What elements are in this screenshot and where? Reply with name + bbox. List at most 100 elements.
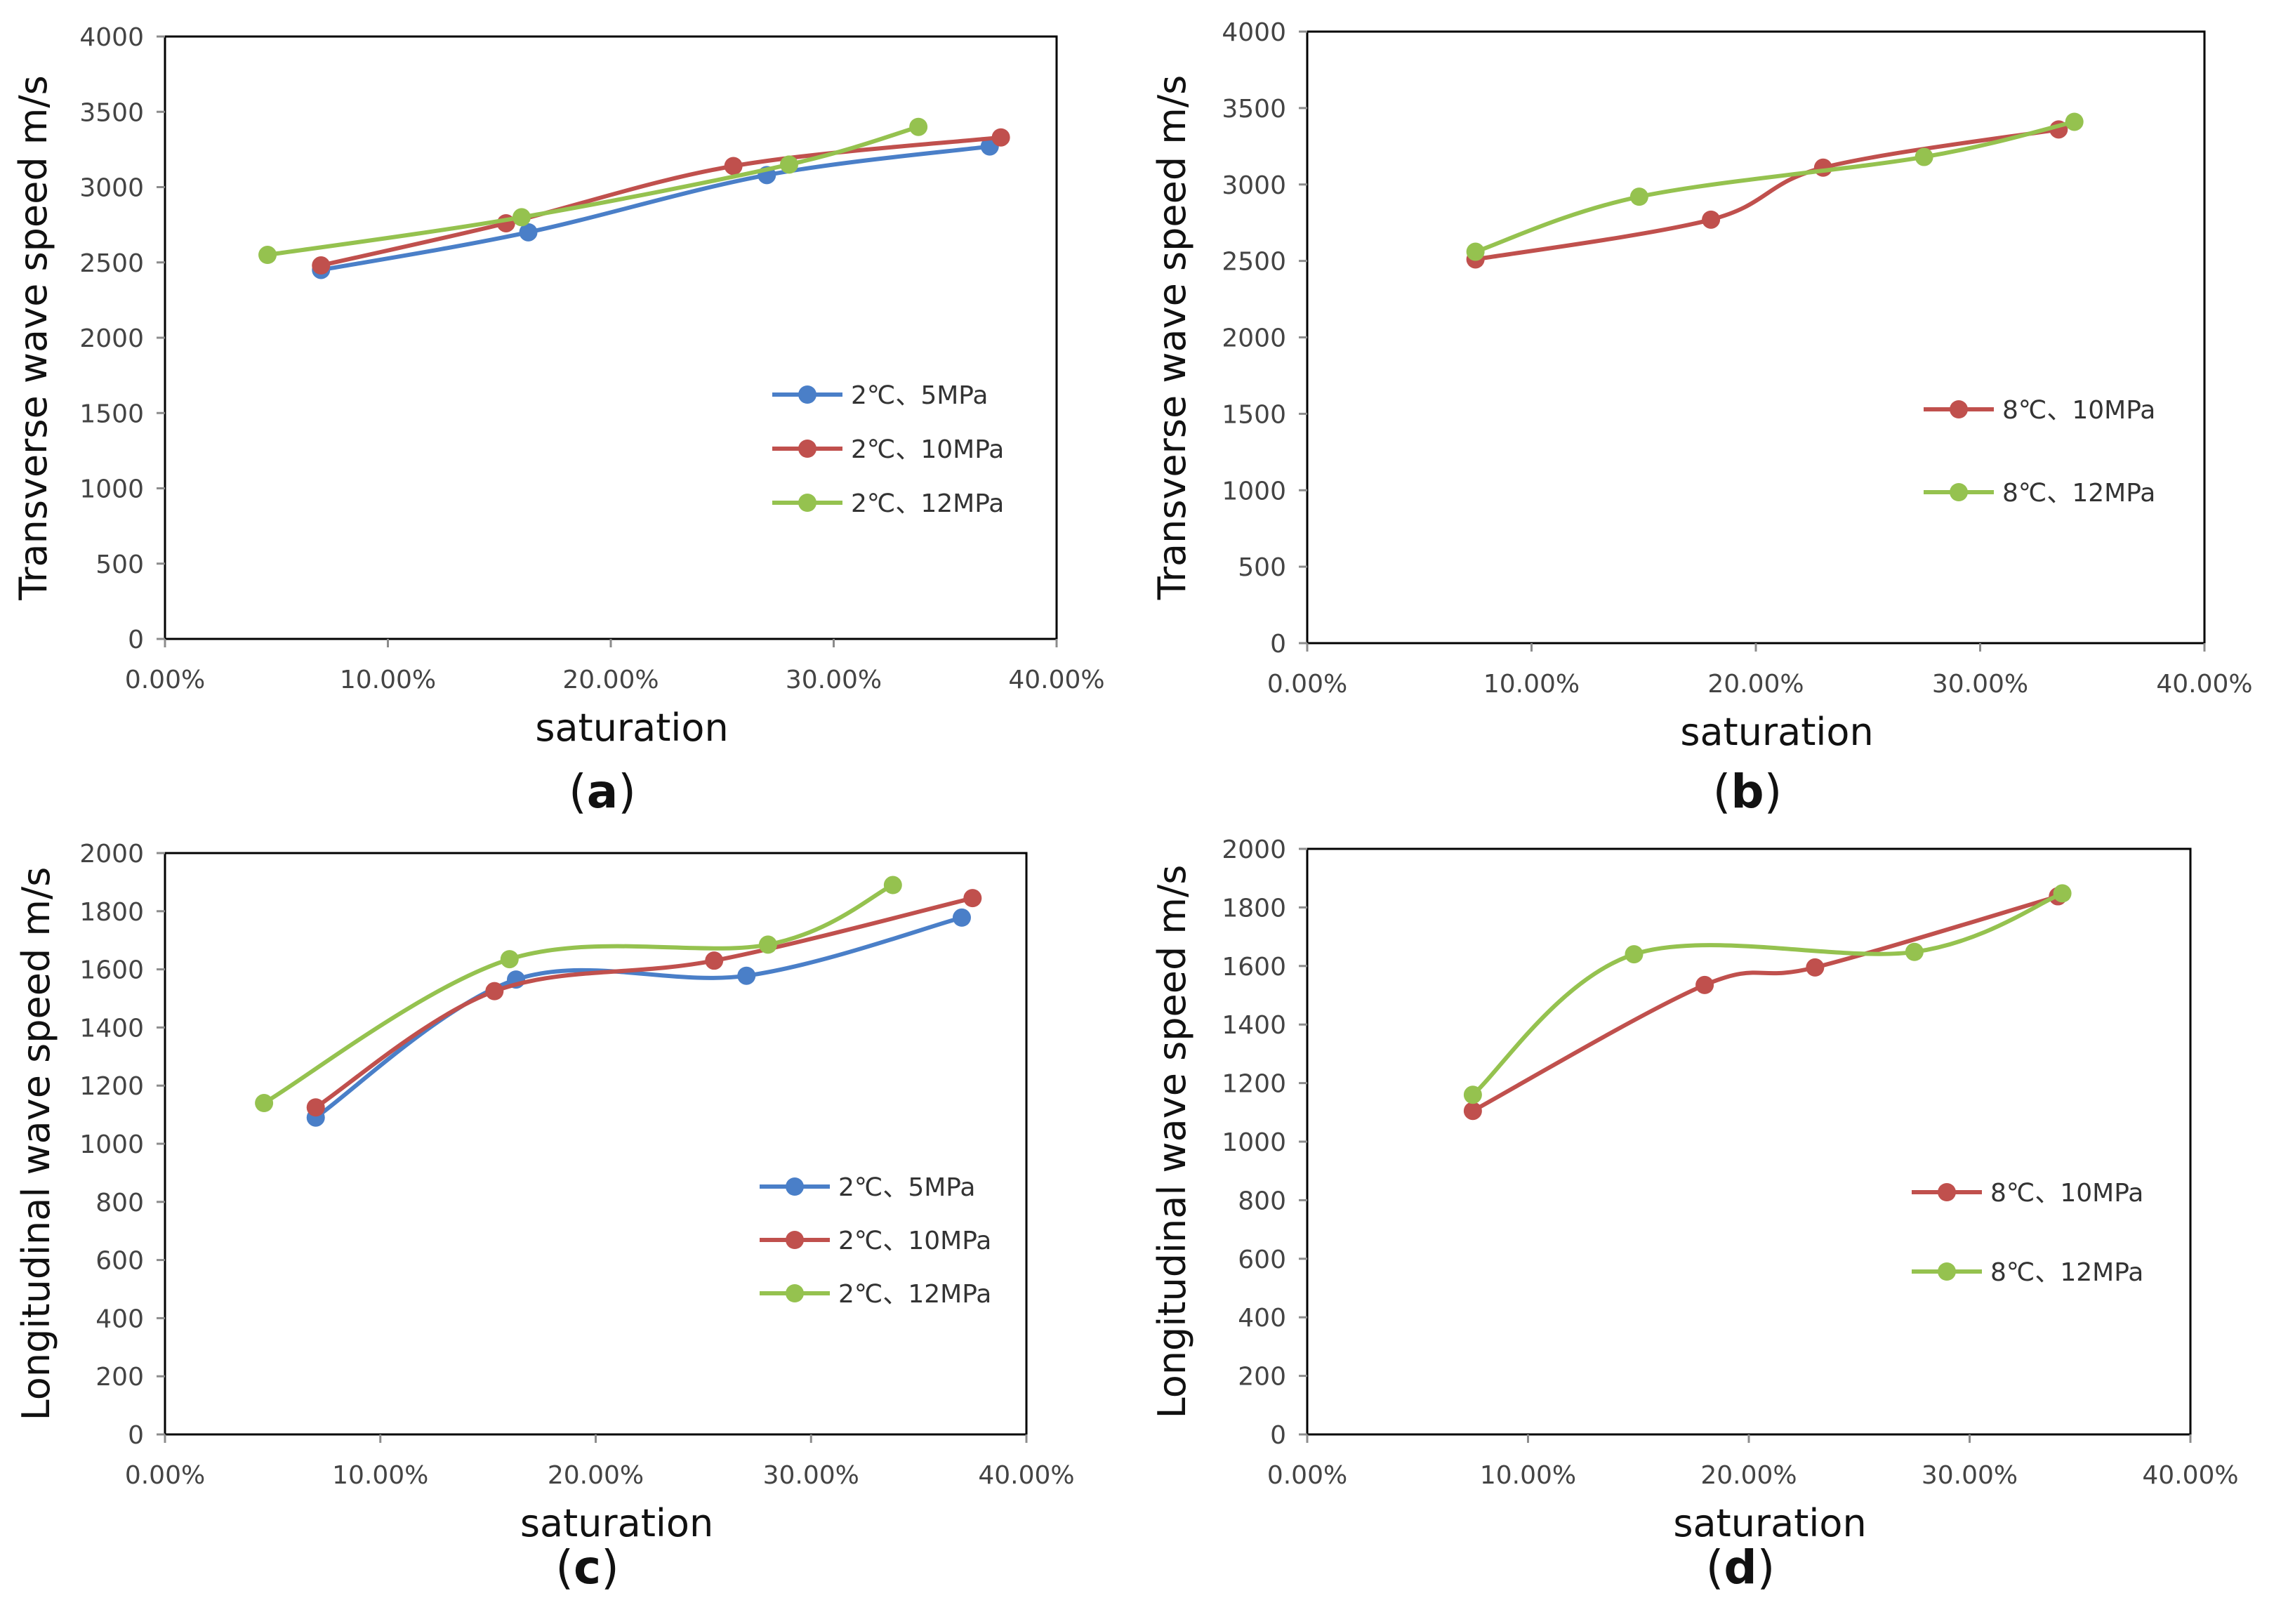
series-line (319, 135, 1003, 268)
data-point (513, 208, 531, 227)
panel-caption: (b) (1713, 765, 1783, 819)
data-point (2065, 112, 2084, 131)
y-tick-label: 2000 (79, 840, 144, 869)
y-axis-title: Transverse wave speed m/s (11, 75, 55, 600)
y-tick-label: 2000 (79, 324, 144, 353)
data-point (485, 982, 504, 1001)
data-point (758, 935, 777, 954)
legend-marker (786, 1284, 804, 1302)
legend-label: 8℃、10MPa (1990, 1179, 2143, 1208)
y-tick-label: 500 (1238, 553, 1286, 582)
y-tick-label: 3000 (79, 174, 144, 203)
legend-label: 2℃、5MPa (838, 1173, 975, 1202)
data-point (2053, 884, 2072, 903)
x-tick-label: 30.00% (763, 1461, 859, 1490)
panel-caption: (a) (569, 765, 636, 819)
legend-marker (798, 385, 816, 404)
y-tick-label: 1600 (79, 956, 144, 985)
x-tick-label: 20.00% (562, 666, 659, 694)
legend-label: 8℃、12MPa (2002, 479, 2155, 508)
y-tick-label: 1200 (1222, 1070, 1286, 1099)
data-point (255, 1094, 274, 1113)
legend-marker (786, 1177, 804, 1196)
data-point (1625, 945, 1644, 964)
legend-marker (798, 440, 816, 458)
legend-marker (1938, 1262, 1956, 1281)
y-tick-label: 1000 (1222, 477, 1286, 506)
y-tick-label: 1800 (79, 898, 144, 927)
legend-marker (1950, 483, 1968, 501)
y-tick-label: 0 (1270, 1421, 1286, 1450)
y-tick-label: 800 (95, 1189, 144, 1217)
legend-label: 8℃、12MPa (1990, 1258, 2143, 1287)
data-point (1466, 242, 1485, 261)
panel-caption: (c) (555, 1540, 619, 1595)
series-line (1470, 891, 2065, 1097)
panel-caption: (d) (1706, 1540, 1775, 1595)
y-tick-label: 1500 (79, 400, 144, 428)
y-tick-label: 600 (95, 1247, 144, 1276)
series-line (265, 124, 921, 257)
data-point (952, 908, 971, 927)
y-tick-label: 3000 (1222, 171, 1286, 200)
y-tick-label: 600 (1238, 1246, 1286, 1274)
x-tick-label: 0.00% (1267, 670, 1347, 699)
y-tick-label: 2000 (1222, 324, 1286, 353)
x-tick-label: 40.00% (2156, 670, 2252, 699)
y-tick-label: 2500 (1222, 248, 1286, 277)
data-point (737, 966, 756, 985)
y-tick-label: 0 (128, 1421, 144, 1450)
x-tick-label: 20.00% (1700, 1461, 1797, 1490)
y-tick-label: 200 (95, 1363, 144, 1392)
y-tick-label: 3500 (79, 98, 144, 127)
data-point (963, 889, 982, 908)
x-tick-label: 0.00% (1267, 1461, 1347, 1490)
x-tick-label: 30.00% (786, 666, 882, 694)
legend-marker (1938, 1183, 1956, 1201)
y-tick-label: 1000 (79, 475, 144, 504)
chart-panel-c: 0.00% 10.00% 20.00% 30.00% 40.00% 0 200 400 600 8… (14, 840, 1075, 1595)
x-tick-label: 0.00% (125, 1461, 205, 1490)
series-line (319, 144, 992, 272)
chart-panel-b: 0.00% 10.00% 20.00% 30.00% 40.00% 0 500 1000 150… (1150, 18, 2253, 819)
y-tick-label: 1600 (1222, 953, 1286, 982)
data-point (1702, 210, 1721, 229)
x-tick-label: 10.00% (332, 1461, 428, 1490)
data-point (1905, 942, 1924, 961)
data-point (500, 950, 519, 969)
y-axis-title: Transverse wave speed m/s (1150, 75, 1194, 600)
series-line (1470, 894, 2061, 1114)
x-tick-label: 30.00% (1922, 1461, 2018, 1490)
x-axis-title: saturation (1673, 1501, 1866, 1545)
chart-panel-d: 0.00% 10.00% 20.00% 30.00% 40.00% 0 200 400 600 8… (1150, 836, 2239, 1595)
y-tick-label: 1000 (1222, 1128, 1286, 1157)
data-point (705, 951, 724, 970)
series-line (313, 896, 975, 1110)
y-tick-label: 1400 (1222, 1011, 1286, 1040)
legend-label: 2℃、12MPa (851, 489, 1004, 518)
y-tick-label: 1000 (79, 1130, 144, 1159)
x-tick-label: 0.00% (125, 666, 205, 694)
chart-panel-a: 0.00% 10.00% 20.00% 30.00% 40.00% 0 500 1000 150… (11, 23, 1105, 819)
data-point (991, 128, 1010, 147)
data-point (1806, 958, 1825, 977)
legend-label: 2℃、10MPa (838, 1227, 991, 1255)
y-tick-label: 1200 (79, 1072, 144, 1101)
x-tick-label: 40.00% (978, 1461, 1074, 1490)
plot-area-frame (164, 852, 1028, 1436)
y-tick-label: 2500 (79, 249, 144, 278)
y-tick-label: 4000 (1222, 18, 1286, 47)
data-point (1813, 158, 1832, 177)
data-point (1695, 975, 1714, 994)
data-point (258, 246, 277, 265)
y-tick-label: 500 (95, 550, 144, 579)
x-tick-label: 20.00% (1707, 670, 1804, 699)
legend-label: 2℃、5MPa (851, 381, 988, 410)
y-axis-title: Longitudinal wave speed m/s (1150, 865, 1194, 1419)
legend-marker (1950, 400, 1968, 418)
y-tick-label: 1800 (1222, 894, 1286, 923)
series-line (262, 883, 895, 1105)
x-tick-label: 10.00% (1483, 670, 1580, 699)
y-tick-label: 3500 (1222, 95, 1286, 124)
